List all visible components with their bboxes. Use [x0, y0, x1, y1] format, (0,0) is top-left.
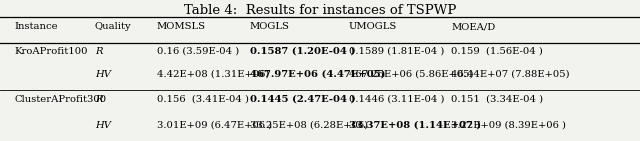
Text: MOGLS: MOGLS [250, 22, 289, 31]
Text: MOEA/D: MOEA/D [451, 22, 495, 31]
Text: 0.156  (3.41E-04 ): 0.156 (3.41E-04 ) [157, 95, 249, 104]
Text: 3.01E+09 (6.47E+06 ): 3.01E+09 (6.47E+06 ) [157, 121, 272, 130]
Text: ClusterAProfit300: ClusterAProfit300 [14, 95, 106, 104]
Text: 467.97E+06 (4.47E+05): 467.97E+06 (4.47E+05) [250, 70, 385, 79]
Text: 0.1587 (1.20E-04 ): 0.1587 (1.20E-04 ) [250, 47, 355, 56]
Text: 33.37E+08 (1.14E+07 ): 33.37E+08 (1.14E+07 ) [349, 121, 481, 130]
Text: KroAProfit100: KroAProfit100 [14, 47, 88, 56]
Text: 0.1446 (3.11E-04 ): 0.1446 (3.11E-04 ) [349, 95, 444, 104]
Text: Instance: Instance [14, 22, 58, 31]
Text: R: R [95, 95, 102, 104]
Text: UMOGLS: UMOGLS [349, 22, 397, 31]
Text: 0.1445 (2.47E-04 ): 0.1445 (2.47E-04 ) [250, 95, 355, 104]
Text: 33.25E+08 (6.28E+06): 33.25E+08 (6.28E+06) [250, 121, 368, 130]
Text: Quality: Quality [95, 22, 131, 31]
Text: 0.1589 (1.81E-04 ): 0.1589 (1.81E-04 ) [349, 47, 444, 56]
Text: 0.16 (3.59E-04 ): 0.16 (3.59E-04 ) [157, 47, 239, 56]
Text: 4.42E+08 (1.31E+06): 4.42E+08 (1.31E+06) [157, 70, 269, 79]
Text: HV: HV [95, 121, 111, 130]
Text: 467.25E+06 (5.86E+05): 467.25E+06 (5.86E+05) [349, 70, 474, 79]
Text: 0.151  (3.34E-04 ): 0.151 (3.34E-04 ) [451, 95, 543, 104]
Text: 46.44E+07 (7.88E+05): 46.44E+07 (7.88E+05) [451, 70, 570, 79]
Text: HV: HV [95, 70, 111, 79]
Text: Table 4:  Results for instances of TSPWP: Table 4: Results for instances of TSPWP [184, 4, 456, 16]
Text: 3.22E+09 (8.39E+06 ): 3.22E+09 (8.39E+06 ) [451, 121, 566, 130]
Text: R: R [95, 47, 102, 56]
Text: MOMSLS: MOMSLS [157, 22, 206, 31]
Text: 0.159  (1.56E-04 ): 0.159 (1.56E-04 ) [451, 47, 543, 56]
